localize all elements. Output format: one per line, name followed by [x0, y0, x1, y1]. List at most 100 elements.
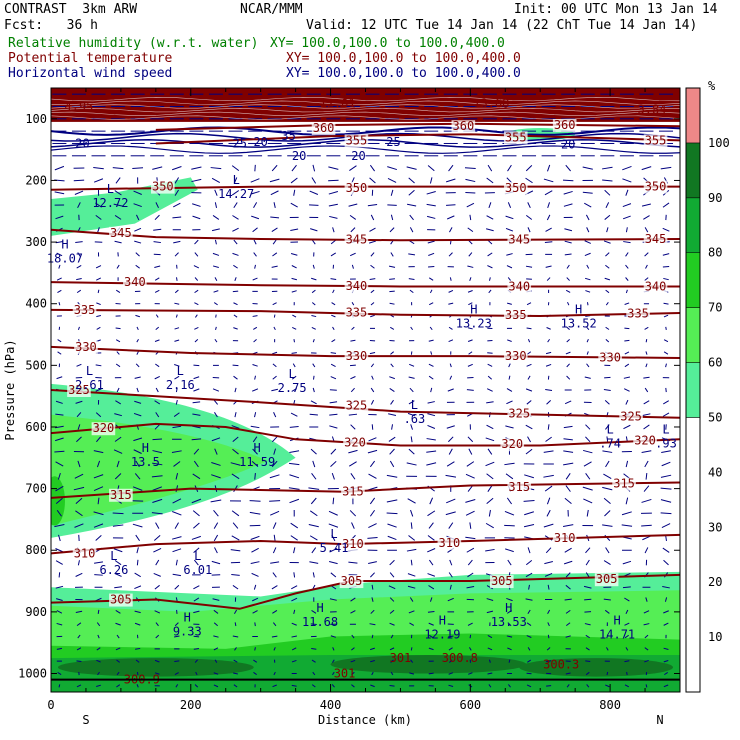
- y-tick-label: 200: [25, 173, 47, 187]
- wind-arrow: [290, 177, 298, 184]
- wind-arrow: [544, 485, 553, 492]
- wind-arrow: [582, 166, 593, 170]
- wind-arrow: [76, 289, 82, 294]
- wind-arrow: [547, 424, 550, 430]
- wind-arrow: [330, 252, 337, 257]
- wind-arrow: [563, 524, 574, 528]
- rh-fill-95-a: [57, 658, 254, 677]
- theta-label: 350: [645, 180, 667, 194]
- wind-arrow: [330, 635, 336, 638]
- wind-arrow: [311, 315, 317, 318]
- wind-arrow: [330, 376, 337, 380]
- wind-arrow: [390, 214, 394, 221]
- wind-arrow: [528, 584, 530, 590]
- wind-arrow: [584, 623, 591, 626]
- wind-arrow: [585, 214, 590, 221]
- wind-arrow: [272, 375, 277, 380]
- wind-arrow: [545, 547, 552, 554]
- wind-arrow: [582, 191, 593, 194]
- wind-arrow: [563, 450, 574, 453]
- wind-arrow: [251, 460, 259, 467]
- wind-arrow: [586, 302, 589, 306]
- wind-arrow: [370, 684, 375, 688]
- wind-arrow: [290, 522, 299, 529]
- wind-arrow: [272, 684, 277, 688]
- wind-arrow: [408, 253, 416, 256]
- wind-arrow: [446, 425, 455, 429]
- wind-arrow: [428, 672, 434, 675]
- wind-arrow: [546, 400, 552, 405]
- wind-arrow: [369, 572, 375, 578]
- colorbar-band: [685, 142, 701, 199]
- wind-arrow: [429, 497, 434, 505]
- wind-arrow: [172, 511, 182, 516]
- wind-arrow: [173, 202, 181, 208]
- theta-label: 315: [508, 480, 530, 494]
- wind-arrow: [351, 671, 355, 676]
- wind-arrow: [96, 460, 101, 468]
- extremum-marker: H: [470, 302, 477, 316]
- wind-arrow: [55, 400, 63, 404]
- wind-arrow: [211, 228, 220, 232]
- wind-arrow: [526, 622, 532, 626]
- wind-arrow: [369, 497, 376, 505]
- wind-arrow: [545, 265, 552, 268]
- wind-arrow: [369, 460, 376, 468]
- wind-arrow: [154, 424, 160, 430]
- wind-arrow: [253, 659, 258, 663]
- wind-arrow: [665, 363, 667, 368]
- wind-arrow: [367, 536, 378, 539]
- colorbar-band: [685, 197, 701, 253]
- extremum-marker: L: [86, 364, 93, 378]
- theta-label: 355: [505, 130, 527, 144]
- extremum-marker: H: [184, 610, 191, 624]
- wind-arrow: [233, 239, 238, 245]
- wind-arrow: [625, 289, 628, 294]
- wind-arrow: [133, 449, 142, 454]
- wind-arrow: [349, 252, 356, 257]
- wind-arrow: [585, 572, 590, 578]
- wind-arrow: [663, 314, 669, 318]
- wind-arrow: [136, 326, 139, 331]
- wind-arrow: [349, 214, 357, 220]
- wind-arrow: [429, 559, 434, 566]
- wind-arrow: [523, 500, 535, 502]
- wind-arrow: [233, 302, 238, 306]
- wind-arrow: [643, 485, 650, 492]
- theta-label: 315: [110, 488, 132, 502]
- wind-arrow: [75, 497, 83, 505]
- wind-arrow: [602, 166, 613, 170]
- wind-arrow: [272, 302, 277, 306]
- wind-arrow: [586, 684, 590, 688]
- wind-arrow: [273, 326, 276, 331]
- wind-arrow: [116, 460, 120, 468]
- wind-arrow: [585, 559, 590, 566]
- wind-arrow: [192, 401, 201, 404]
- wind-arrow: [367, 203, 378, 207]
- wind-arrow: [407, 573, 416, 577]
- theta-label: 360: [313, 121, 335, 135]
- wind-arrow: [506, 265, 513, 269]
- wind-arrow: [430, 387, 433, 393]
- theta-label-bg: [67, 384, 91, 397]
- wind-arrow: [625, 497, 629, 505]
- wind-arrow: [603, 389, 611, 391]
- wind-arrow: [112, 512, 124, 515]
- colorbar-tick-label: 50: [708, 410, 722, 424]
- wind-arrow: [97, 289, 100, 294]
- theta-label-bg: [109, 488, 133, 502]
- wind-arrow: [154, 610, 161, 614]
- wind-arrow: [604, 609, 610, 614]
- wind-arrow: [508, 659, 511, 663]
- extremum-marker: H: [254, 441, 261, 455]
- wind-arrow: [465, 178, 476, 183]
- wind-arrow: [348, 561, 358, 564]
- wind-arrow: [371, 424, 374, 430]
- wind-arrow: [565, 572, 571, 578]
- wind-arrow: [390, 189, 394, 196]
- wind-arrow: [175, 387, 178, 393]
- wind-arrow: [660, 512, 672, 515]
- wind-arrow: [622, 560, 632, 565]
- wind-arrow: [215, 326, 217, 330]
- wind-arrow: [77, 252, 81, 257]
